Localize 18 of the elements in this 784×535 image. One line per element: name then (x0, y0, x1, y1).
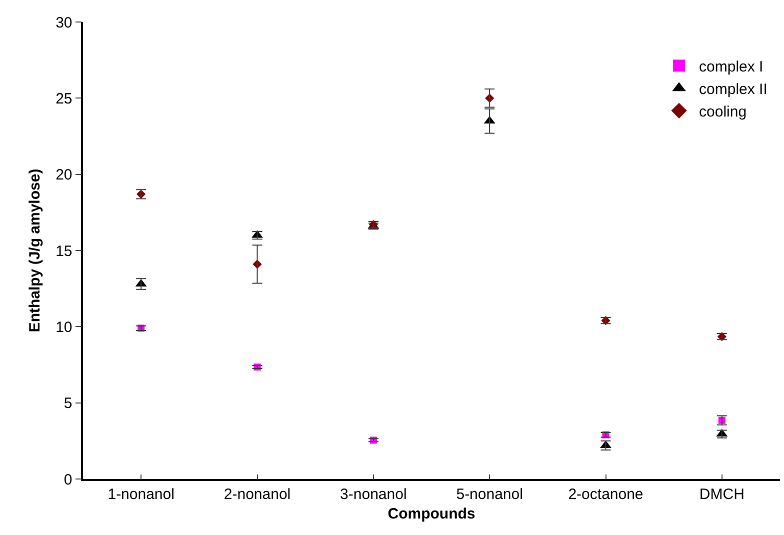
x-tick-label: 2-octanone (568, 486, 644, 503)
y-tick-label: 20 (56, 166, 72, 184)
x-tick-label: 1-nonanol (108, 486, 174, 503)
x-tick-label: DMCH (699, 486, 744, 503)
x-tick-label: 5-nonanol (456, 486, 523, 503)
y-tick-label: 30 (56, 14, 72, 32)
legend-label: cooling (699, 104, 747, 121)
y-tick-label: 0 (64, 471, 72, 488)
y-axis-title: Enthalpy (J/g amylose) (26, 168, 44, 332)
y-tick-label: 25 (56, 90, 72, 108)
x-axis-title: Compounds (388, 505, 476, 522)
y-tick-label: 10 (56, 318, 72, 336)
x-tick-label: 2-nonanol (224, 486, 291, 503)
y-tick-label: 5 (64, 395, 72, 412)
legend-label: complex I (699, 58, 764, 76)
legend-label: complex II (699, 81, 768, 98)
x-tick-label: 3-nonanol (340, 486, 407, 503)
y-tick-label: 15 (56, 242, 72, 260)
